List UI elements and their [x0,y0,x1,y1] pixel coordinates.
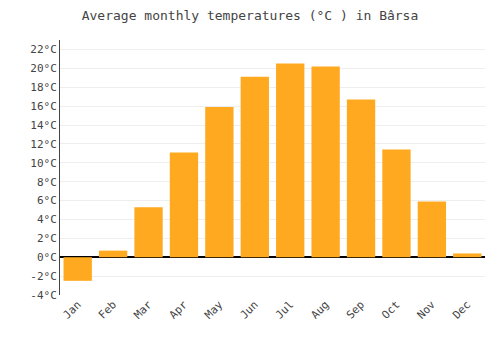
svg-text:-2°C: -2°C [30,270,57,283]
svg-text:16°C: 16°C [30,100,57,113]
svg-text:Feb: Feb [96,298,119,321]
svg-text:Nov: Nov [415,298,439,322]
svg-text:Dec: Dec [450,298,473,321]
svg-text:Sep: Sep [344,298,367,321]
svg-text:12°C: 12°C [30,138,57,151]
svg-text:Average monthly temperatures (: Average monthly temperatures (°C ) in Bâ… [82,8,419,23]
svg-text:Jul: Jul [273,298,296,321]
svg-text:Apr: Apr [167,298,191,322]
svg-text:-4°C: -4°C [30,289,57,302]
svg-text:Jan: Jan [60,298,83,321]
svg-text:18°C: 18°C [30,81,57,94]
svg-text:0°C: 0°C [37,251,57,264]
svg-text:10°C: 10°C [30,157,57,170]
svg-text:Aug: Aug [308,298,331,321]
svg-text:Mar: Mar [131,298,155,322]
svg-text:20°C: 20°C [30,62,57,75]
svg-text:6°C: 6°C [37,194,57,207]
svg-text:8°C: 8°C [37,176,57,189]
svg-text:22°C: 22°C [30,43,57,56]
svg-text:2°C: 2°C [37,232,57,245]
svg-text:Oct: Oct [379,298,402,321]
svg-text:4°C: 4°C [37,213,57,226]
svg-text:Jun: Jun [238,298,261,321]
svg-text:May: May [202,298,226,322]
svg-text:14°C: 14°C [30,119,57,132]
